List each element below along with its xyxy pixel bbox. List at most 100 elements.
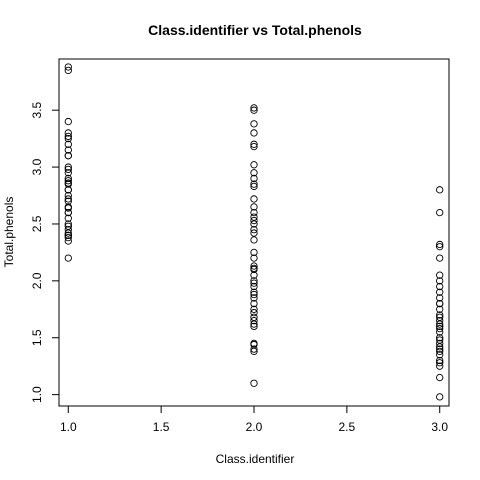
data-point xyxy=(250,279,258,287)
chart-title: Class.identifier vs Total.phenols xyxy=(148,22,362,38)
y-tick-label: 3.0 xyxy=(30,158,44,175)
data-point xyxy=(64,117,72,126)
data-point xyxy=(64,132,72,141)
data-point xyxy=(250,140,258,148)
data-point xyxy=(436,347,444,356)
data-point xyxy=(250,208,258,217)
data-point xyxy=(436,362,444,370)
data-point xyxy=(64,254,72,262)
data-point xyxy=(250,309,258,317)
data-point xyxy=(250,262,258,270)
data-point xyxy=(64,195,72,203)
data-point xyxy=(64,152,72,160)
data-point xyxy=(64,66,72,75)
y-tick-label: 2.0 xyxy=(30,272,44,289)
data-point xyxy=(64,134,72,143)
data-point xyxy=(436,208,444,217)
data-point xyxy=(64,214,72,222)
data-point xyxy=(250,182,258,191)
y-tick-label: 3.5 xyxy=(30,102,44,119)
data-point xyxy=(64,177,72,185)
data-point xyxy=(436,271,444,279)
x-tick-label: 1.5 xyxy=(153,420,170,434)
data-point xyxy=(436,334,444,342)
data-point xyxy=(250,106,258,114)
data-point xyxy=(250,254,258,262)
data-point xyxy=(64,208,72,217)
data-point xyxy=(250,347,258,356)
data-point xyxy=(64,231,72,239)
x-axis-label: Class.identifier xyxy=(216,452,295,466)
data-point xyxy=(250,236,258,244)
data-point xyxy=(250,220,258,228)
y-axis: 1.0 1.5 2.0 2.5 3.0 3.5 xyxy=(30,102,60,403)
data-point xyxy=(250,216,258,225)
data-point xyxy=(64,63,72,71)
data-point xyxy=(250,104,258,112)
data-point xyxy=(64,191,72,200)
data-point xyxy=(250,174,258,183)
data-point xyxy=(250,288,258,296)
data-point xyxy=(64,146,72,154)
x-tick-label: 2.5 xyxy=(339,420,356,434)
data-point xyxy=(436,277,444,285)
data-point xyxy=(250,169,258,177)
data-point xyxy=(250,345,258,353)
data-point xyxy=(64,174,72,183)
data-point xyxy=(64,169,72,177)
data-point xyxy=(64,163,72,171)
data-point xyxy=(250,161,258,169)
y-tick-label: 2.5 xyxy=(30,215,44,232)
data-point xyxy=(436,294,444,302)
data-point xyxy=(250,180,258,188)
data-point xyxy=(250,294,258,302)
data-point xyxy=(436,240,444,249)
y-axis-label: Total.phenols xyxy=(2,197,16,268)
data-point xyxy=(64,204,72,212)
data-point xyxy=(250,120,258,128)
data-point xyxy=(250,226,258,234)
data-point xyxy=(64,220,72,228)
data-point xyxy=(64,129,72,137)
data-point xyxy=(436,373,444,382)
y-tick-label: 1.5 xyxy=(30,329,44,346)
x-tick-label: 3.0 xyxy=(431,420,448,434)
data-point xyxy=(64,237,72,245)
data-point xyxy=(436,328,444,336)
x-axis: 1.0 1.5 2.0 2.5 3.0 xyxy=(60,405,448,434)
data-point xyxy=(250,290,258,299)
data-point xyxy=(436,311,444,319)
data-point xyxy=(436,339,444,348)
data-point xyxy=(250,265,258,274)
data-point xyxy=(436,243,444,251)
data-point xyxy=(64,180,72,188)
data-point xyxy=(64,186,72,194)
data-point xyxy=(250,305,258,313)
data-point xyxy=(436,317,444,325)
data-point xyxy=(250,195,258,203)
data-point xyxy=(436,282,444,291)
data-point xyxy=(250,203,258,211)
data-point xyxy=(436,320,444,328)
x-tick-label: 1.0 xyxy=(60,420,77,434)
data-point xyxy=(250,277,258,285)
data-point xyxy=(250,271,258,279)
data-point xyxy=(436,299,444,308)
data-point xyxy=(436,359,444,367)
data-point xyxy=(250,317,258,325)
data-point xyxy=(250,282,258,291)
data-point xyxy=(436,351,444,359)
data-point xyxy=(250,299,258,308)
data-point xyxy=(436,324,444,333)
data-point xyxy=(436,345,444,353)
data-point xyxy=(64,140,72,148)
data-point xyxy=(250,248,258,257)
data-point xyxy=(250,320,258,328)
data-point xyxy=(64,226,72,234)
data-point xyxy=(250,142,258,151)
data-point xyxy=(250,379,258,387)
data-point xyxy=(436,393,444,401)
x-tick-label: 2.0 xyxy=(246,420,263,434)
data-points xyxy=(64,63,444,401)
